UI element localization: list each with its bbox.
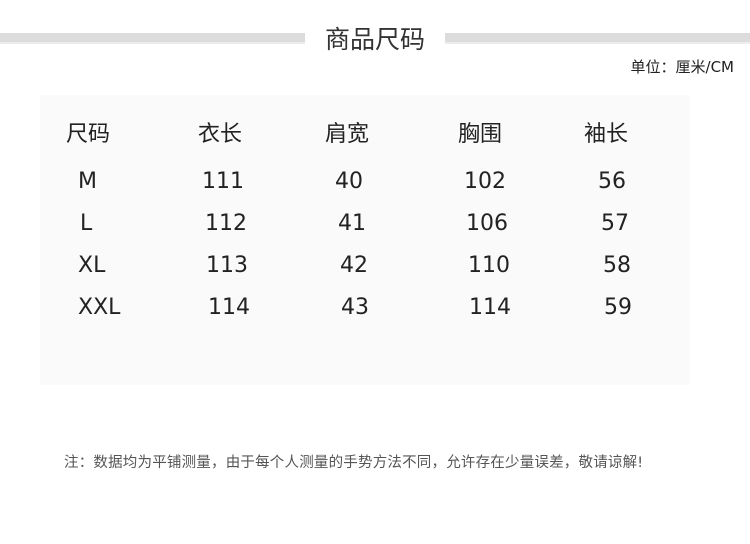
- table-header: 尺码 衣长 肩宽 胸围 袖长: [0, 116, 750, 147]
- cell-size: XL: [78, 253, 106, 278]
- cell-shoulder: 40: [335, 169, 363, 194]
- cell-shoulder: 42: [340, 253, 368, 278]
- cell-chest: 110: [468, 253, 510, 278]
- header-sleeve: 袖长: [584, 122, 629, 147]
- cell-length: 113: [206, 253, 248, 278]
- cell-chest: 106: [466, 211, 508, 236]
- cell-sleeve: 56: [598, 169, 626, 194]
- cell-sleeve: 58: [603, 253, 631, 278]
- cell-length: 111: [202, 169, 244, 194]
- cell-length: 112: [205, 211, 247, 236]
- measurement-note: 注：数据均为平铺测量，由于每个人测量的手势方法不同，允许存在少量误差，敬请谅解!: [64, 455, 644, 471]
- cell-sleeve: 57: [601, 211, 629, 236]
- cell-chest: 114: [469, 295, 511, 320]
- cell-sleeve: 59: [604, 295, 632, 320]
- table-row: XL 113 42 110 58: [0, 253, 750, 283]
- table-row: XXL 114 43 114 59: [0, 295, 750, 325]
- cell-shoulder: 43: [341, 295, 369, 320]
- cell-size: L: [80, 211, 93, 236]
- cell-chest: 102: [464, 169, 506, 194]
- cell-size: M: [78, 169, 97, 194]
- table-row: M 111 40 102 56: [0, 169, 750, 199]
- header-length: 衣长: [198, 122, 243, 147]
- cell-shoulder: 41: [338, 211, 366, 236]
- title-divider-right: [445, 33, 750, 44]
- unit-label: 单位：厘米/CM: [630, 58, 734, 76]
- table-row: L 112 41 106 57: [0, 211, 750, 241]
- page-title: 商品尺码: [324, 25, 425, 54]
- header-size: 尺码: [66, 122, 111, 147]
- cell-size: XXL: [78, 295, 121, 320]
- header-shoulder: 肩宽: [325, 122, 370, 147]
- size-table-background: [40, 95, 690, 385]
- title-divider-left: [0, 33, 305, 44]
- cell-length: 114: [208, 295, 250, 320]
- header-chest: 胸围: [458, 122, 503, 147]
